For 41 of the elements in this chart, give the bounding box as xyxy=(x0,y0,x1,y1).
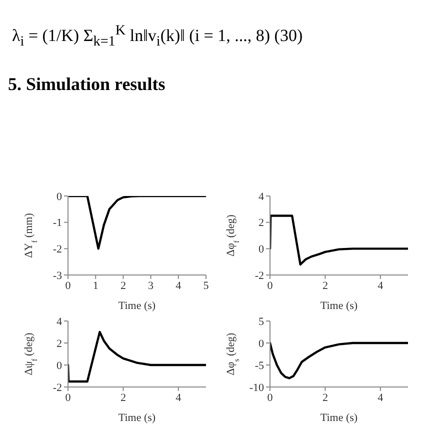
x-axis-title: Time (s) xyxy=(320,300,358,312)
chart-title: 5. Simulation results xyxy=(8,74,166,94)
x-tick-label: 4 xyxy=(176,392,182,404)
x-tick-label: 2 xyxy=(120,392,126,404)
line-series xyxy=(68,330,206,383)
x-axis-title: Time (s) xyxy=(118,300,156,312)
y-tick-label: 4 xyxy=(56,316,62,328)
line-series xyxy=(68,196,206,250)
y-tick-label: -5 xyxy=(254,360,264,372)
y-tick-label: -2 xyxy=(52,244,62,256)
y-tick-label: 0 xyxy=(258,338,264,350)
y-tick-label: 4 xyxy=(258,190,264,203)
x-tick-label: 0 xyxy=(65,392,72,404)
x-axis-title: Time (s) xyxy=(118,412,156,424)
x-axis-title: Time (s) xyxy=(320,412,358,424)
line-series xyxy=(270,214,408,266)
x-tick-label: 3 xyxy=(148,280,154,292)
y-tick-label: -3 xyxy=(52,270,62,282)
x-tick-label: 2 xyxy=(322,280,328,292)
x-tick-label: 5 xyxy=(203,280,210,292)
line-series xyxy=(270,342,408,380)
x-tick-label: 1 xyxy=(92,280,98,292)
y-tick-label: -1 xyxy=(52,217,62,230)
y-tick-label: 2 xyxy=(258,217,264,230)
x-tick-label: 2 xyxy=(322,392,328,404)
x-tick-label: 4 xyxy=(378,392,384,404)
y-tick-label: 5 xyxy=(258,316,264,328)
x-tick-label: 0 xyxy=(267,280,274,292)
x-tick-label: 0 xyxy=(267,392,274,404)
x-tick-label: 4 xyxy=(176,280,182,292)
y-tick-label: -2 xyxy=(254,270,264,282)
y-tick-label: 0 xyxy=(258,244,264,256)
x-tick-label: 4 xyxy=(378,280,384,292)
y-tick-label: -2 xyxy=(52,382,62,394)
x-tick-label: 0 xyxy=(65,280,72,292)
x-tick-label: 2 xyxy=(120,280,126,292)
y-tick-label: 0 xyxy=(56,190,62,203)
y-tick-label: 2 xyxy=(56,338,62,350)
text: λ$_{i}$ = (1/K) Σ$_{k=1}$$^{K}$ ln‖v$_{i}$(k)‖ (i = 1, ..., 8) (30) xyxy=(12,22,303,50)
y-tick-label: 0 xyxy=(56,360,62,372)
y-tick-label: -10 xyxy=(249,382,264,394)
